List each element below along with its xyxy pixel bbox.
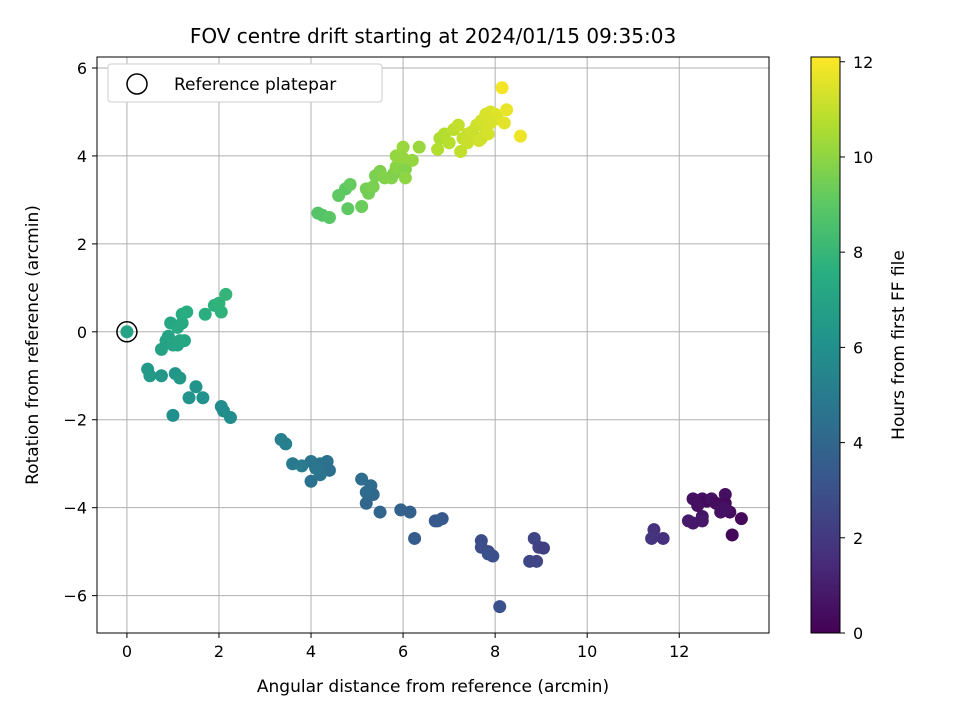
- y-tick-label: 6: [77, 59, 87, 78]
- data-point: [154, 369, 168, 383]
- data-point: [725, 528, 739, 542]
- y-tick-label: 0: [77, 323, 87, 342]
- data-point: [120, 325, 134, 339]
- data-point: [530, 554, 544, 568]
- y-axis-label: Rotation from reference (arcmin): [23, 205, 43, 485]
- data-point: [495, 81, 509, 95]
- x-tick-label: 6: [398, 642, 408, 661]
- data-point: [177, 334, 191, 348]
- reference-marker: [116, 321, 138, 343]
- colorbar-tick-label: 2: [853, 529, 863, 548]
- data-point: [656, 531, 670, 545]
- legend: Reference platepar: [107, 63, 383, 103]
- data-point: [484, 116, 498, 130]
- data-point: [695, 514, 709, 528]
- x-tick-label: 10: [577, 642, 597, 661]
- data-point: [396, 151, 410, 165]
- data-point: [481, 547, 495, 561]
- data-point: [295, 459, 309, 473]
- data-point: [691, 498, 705, 512]
- colorbar: 0 2 4 6 8 10 12 Hours from first FF file: [810, 53, 909, 643]
- data-point: [366, 180, 380, 194]
- data-point: [359, 496, 373, 510]
- x-tick-label: 0: [122, 642, 132, 661]
- data-point: [355, 199, 369, 213]
- data-point: [513, 129, 527, 143]
- reference-point: [116, 321, 138, 343]
- data-point: [493, 600, 507, 614]
- data-point: [182, 391, 196, 405]
- colorbar-tick-label: 8: [853, 243, 863, 262]
- x-axis-ticks: 0 2 4 6 8 10 12: [122, 633, 689, 661]
- data-point: [198, 307, 212, 321]
- y-tick-label: −6: [63, 587, 87, 606]
- data-points: [120, 81, 748, 614]
- data-point: [143, 369, 157, 383]
- data-point: [431, 514, 445, 528]
- data-point: [481, 127, 495, 141]
- data-point: [645, 531, 659, 545]
- data-point: [219, 287, 233, 301]
- colorbar-tick-label: 4: [853, 434, 863, 453]
- data-point: [341, 202, 355, 216]
- grid-lines: [97, 57, 769, 633]
- x-tick-label: 12: [669, 642, 689, 661]
- colorbar-tick-label: 0: [853, 624, 863, 643]
- data-point: [442, 136, 456, 150]
- data-point: [166, 408, 180, 422]
- x-tick-label: 4: [306, 642, 316, 661]
- colorbar-tick-label: 6: [853, 338, 863, 357]
- y-axis-ticks: −6 −4 −2 0 2 4 6: [63, 59, 97, 606]
- data-point: [279, 437, 293, 451]
- data-point: [373, 505, 387, 519]
- colorbar-tick-label: 10: [853, 148, 873, 167]
- data-point: [472, 134, 486, 148]
- data-point: [309, 461, 323, 475]
- data-point: [173, 371, 187, 385]
- chart-title: FOV centre drift starting at 2024/01/15 …: [190, 24, 676, 48]
- legend-entry-reference: Reference platepar: [174, 75, 336, 95]
- data-point: [734, 512, 748, 526]
- data-point: [214, 400, 228, 414]
- data-point: [322, 210, 336, 224]
- data-point: [214, 305, 228, 319]
- colorbar-label: Hours from first FF file: [889, 250, 909, 440]
- legend-box: [107, 63, 383, 103]
- legend-marker-icon: [126, 73, 148, 95]
- data-point: [454, 145, 468, 159]
- plot-frame: [96, 56, 770, 634]
- x-tick-label: 8: [490, 642, 500, 661]
- y-tick-label: −4: [63, 499, 87, 518]
- data-point: [500, 103, 514, 117]
- data-point: [431, 142, 445, 156]
- y-tick-label: 4: [77, 147, 87, 166]
- y-tick-label: 2: [77, 235, 87, 254]
- data-point: [403, 505, 417, 519]
- colorbar-gradient: [810, 56, 841, 634]
- data-point: [536, 541, 550, 555]
- colorbar-tick-label: 12: [853, 53, 873, 72]
- data-point: [304, 474, 318, 488]
- x-tick-label: 2: [214, 642, 224, 661]
- y-tick-label: −2: [63, 411, 87, 430]
- data-point: [451, 118, 465, 132]
- data-point: [398, 171, 412, 185]
- x-axis-label: Angular distance from reference (arcmin): [257, 677, 609, 697]
- data-point: [497, 116, 511, 130]
- data-point: [718, 503, 732, 517]
- data-point: [343, 178, 357, 192]
- data-point: [355, 472, 369, 486]
- colorbar-ticks: 0 2 4 6 8 10 12: [840, 53, 873, 643]
- data-point: [196, 391, 210, 405]
- data-point: [412, 140, 426, 154]
- data-point: [180, 305, 194, 319]
- data-point: [359, 485, 373, 499]
- data-point: [189, 380, 203, 394]
- data-point: [408, 531, 422, 545]
- data-point: [396, 140, 410, 154]
